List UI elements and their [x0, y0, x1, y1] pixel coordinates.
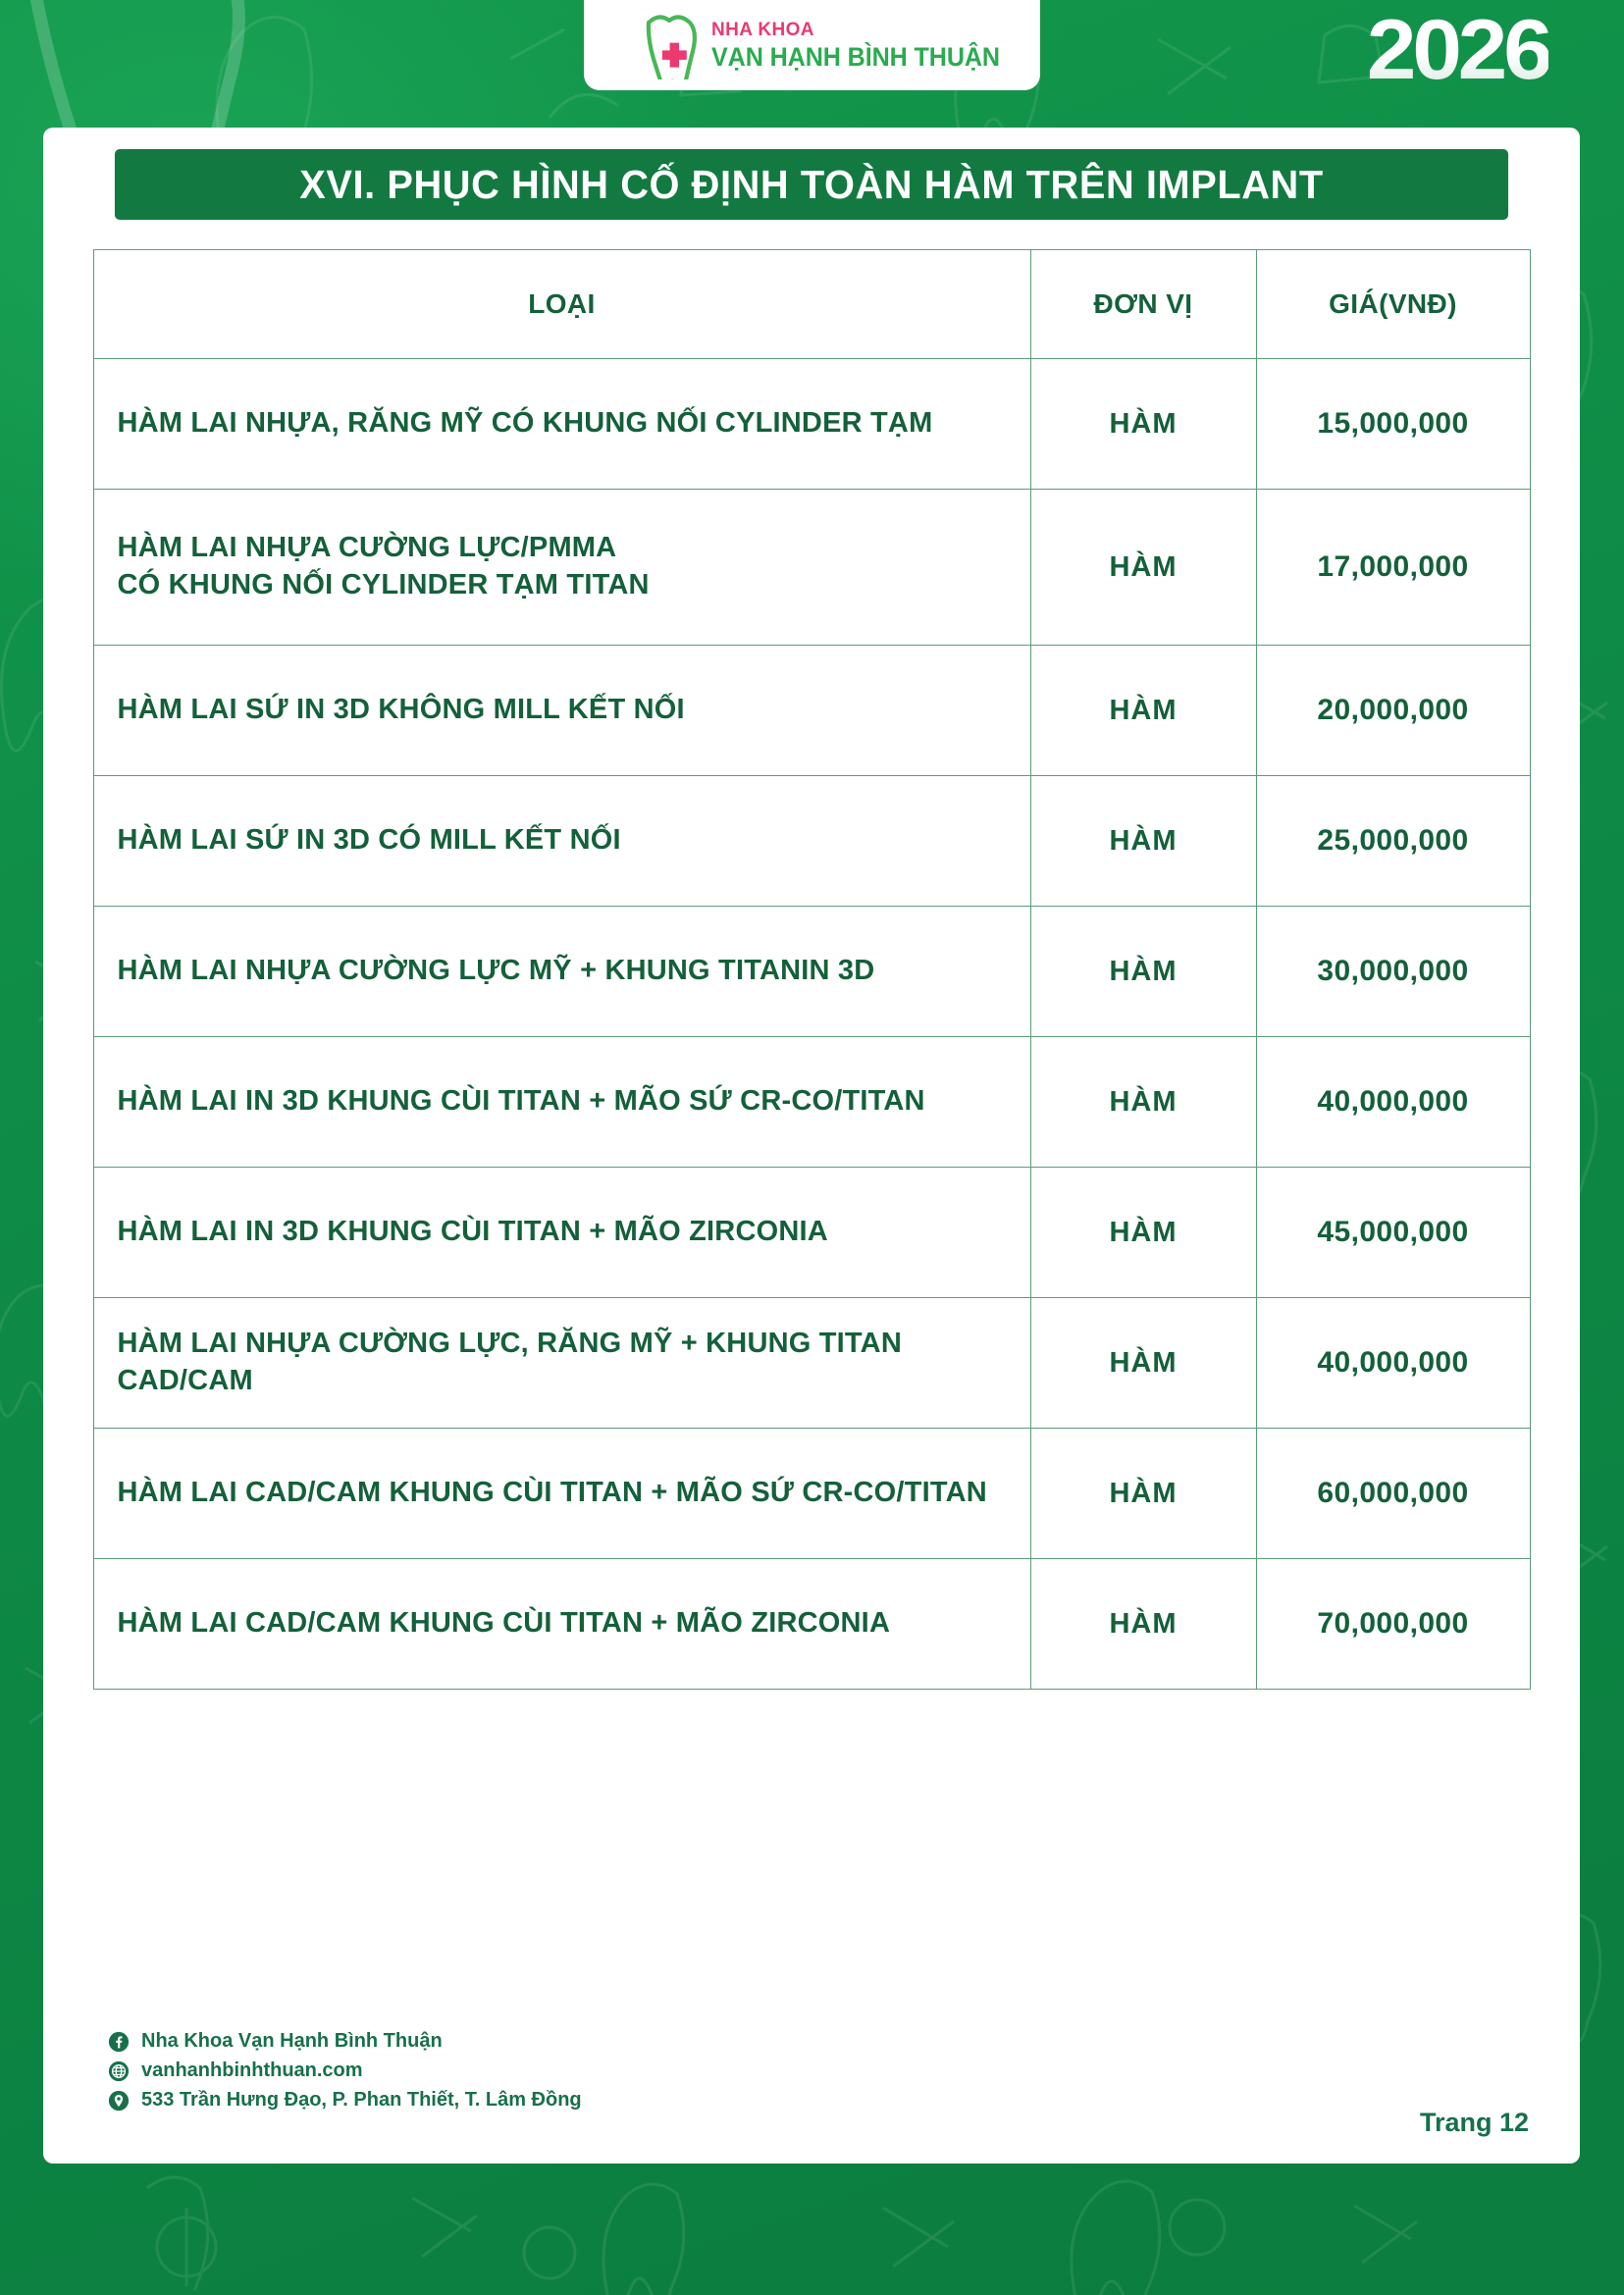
service-name-line-1: HÀM LAI NHỰA, RĂNG MỸ CÓ KHUNG NỐI CYLIN… — [117, 407, 933, 440]
service-unit-cell: HÀM — [1029, 1167, 1257, 1298]
service-name-line-1: HÀM LAI NHỰA CƯỜNG LỰC MỸ + KHUNG TITANI… — [117, 955, 875, 987]
table-row: HÀM LAI CAD/CAM KHUNG CÙI TITAN + MÃO SỨ… — [92, 1428, 1531, 1559]
service-name-line-1: HÀM LAI IN 3D KHUNG CÙI TITAN + MÃO ZIRC… — [117, 1216, 828, 1248]
service-name-line-1: HÀM LAI SỨ IN 3D CÓ MILL KẾT NỐI — [117, 824, 621, 857]
service-name-line-1: HÀM LAI CAD/CAM KHUNG CÙI TITAN + MÃO SỨ… — [117, 1477, 987, 1509]
contact-website[interactable]: vanhanhbinhthuan.com — [108, 2060, 582, 2082]
column-header-price: GIÁ(VNĐ) — [1255, 249, 1531, 359]
service-price-cell: 40,000,000 — [1255, 1036, 1531, 1168]
service-unit-cell: HÀM — [1029, 906, 1257, 1037]
column-header-unit: ĐƠN VỊ — [1029, 249, 1257, 359]
service-price-cell: 60,000,000 — [1255, 1428, 1531, 1559]
table-body: HÀM LAI NHỰA, RĂNG MỸ CÓ KHUNG NỐI CYLIN… — [92, 358, 1531, 1690]
brand-logo-plate: NHA KHOA VẠN HẠNH BÌNH THUẬN — [584, 0, 1040, 93]
page-header: NHA KHOA VẠN HẠNH BÌNH THUẬN 2026 — [0, 0, 1624, 120]
table-row: HÀM LAI NHỰA, RĂNG MỸ CÓ KHUNG NỐI CYLIN… — [92, 358, 1531, 490]
location-pin-icon — [108, 2090, 130, 2111]
tooth-cross-icon — [635, 11, 700, 93]
globe-icon — [108, 2060, 130, 2081]
contact-list: Nha Khoa Vạn Hạnh Bình Thuận vanhanhbinh… — [108, 2030, 582, 2112]
service-price-cell: 45,000,000 — [1255, 1167, 1531, 1298]
service-name-cell: HÀM LAI IN 3D KHUNG CÙI TITAN + MÃO ZIRC… — [92, 1167, 1031, 1298]
service-price-cell: 40,000,000 — [1255, 1297, 1531, 1429]
service-unit-cell: HÀM — [1029, 775, 1257, 907]
service-name-cell: HÀM LAI NHỰA CƯỜNG LỰC/PMMA CÓ KHUNG NỐI… — [92, 489, 1031, 646]
service-name-cell: HÀM LAI SỨ IN 3D CÓ MILL KẾT NỐI — [92, 775, 1031, 907]
service-name-line-1: HÀM LAI NHỰA CƯỜNG LỰC, RĂNG MỸ + KHUNG … — [117, 1328, 902, 1396]
card-footer: Nha Khoa Vạn Hạnh Bình Thuận vanhanhbinh… — [65, 2024, 1558, 2150]
table-row: HÀM LAI SỨ IN 3D CÓ MILL KẾT NỐI HÀM 25,… — [92, 775, 1531, 907]
table-row: HÀM LAI SỨ IN 3D KHÔNG MILL KẾT NỐI HÀM … — [92, 645, 1531, 776]
brand-line-2: VẠN HẠNH BÌNH THUẬN — [711, 41, 1000, 72]
service-price-cell: 70,000,000 — [1255, 1558, 1531, 1690]
service-unit-cell: HÀM — [1029, 645, 1257, 776]
section-title: XVI. PHỤC HÌNH CỐ ĐỊNH TOÀN HÀM TRÊN IMP… — [114, 149, 1509, 220]
service-price-cell: 15,000,000 — [1255, 358, 1531, 490]
facebook-icon — [108, 2031, 130, 2052]
service-price-cell: 25,000,000 — [1255, 775, 1531, 907]
table-row: HÀM LAI IN 3D KHUNG CÙI TITAN + MÃO ZIRC… — [92, 1167, 1531, 1298]
service-name-cell: HÀM LAI CAD/CAM KHUNG CÙI TITAN + MÃO SỨ… — [92, 1428, 1031, 1559]
year-badge: 2026 — [1366, 3, 1552, 97]
contact-website-text: vanhanhbinhthuan.com — [141, 2060, 363, 2081]
service-unit-cell: HÀM — [1029, 1428, 1257, 1559]
service-unit-cell: HÀM — [1029, 1036, 1257, 1168]
column-header-name: LOẠI — [92, 249, 1031, 359]
page-number: Trang 12 — [1419, 2108, 1529, 2137]
service-name-line-1: HÀM LAI CAD/CAM KHUNG CÙI TITAN + MÃO ZI… — [117, 1607, 891, 1640]
table-row: HÀM LAI CAD/CAM KHUNG CÙI TITAN + MÃO ZI… — [92, 1558, 1531, 1690]
service-price-cell: 30,000,000 — [1255, 906, 1531, 1037]
service-unit-cell: HÀM — [1029, 489, 1257, 646]
contact-address-text: 533 Trần Hưng Đạo, P. Phan Thiết, T. Lâm… — [141, 2089, 582, 2111]
service-unit-cell: HÀM — [1029, 358, 1257, 490]
service-name-cell: HÀM LAI IN 3D KHUNG CÙI TITAN + MÃO SỨ C… — [92, 1036, 1031, 1168]
table-row: HÀM LAI NHỰA CƯỜNG LỰC, RĂNG MỸ + KHUNG … — [92, 1297, 1531, 1429]
service-name-cell: HÀM LAI NHỰA CƯỜNG LỰC, RĂNG MỸ + KHUNG … — [92, 1297, 1031, 1429]
table-header-row: LOẠI ĐƠN VỊ GIÁ(VNĐ) — [92, 249, 1531, 359]
table-row: HÀM LAI NHỰA CƯỜNG LỰC/PMMA CÓ KHUNG NỐI… — [92, 489, 1531, 646]
service-unit-cell: HÀM — [1029, 1558, 1257, 1690]
service-name-cell: HÀM LAI NHỰA CƯỜNG LỰC MỸ + KHUNG TITANI… — [92, 906, 1031, 1037]
service-name-cell: HÀM LAI NHỰA, RĂNG MỸ CÓ KHUNG NỐI CYLIN… — [92, 358, 1031, 490]
contact-address[interactable]: 533 Trần Hưng Đạo, P. Phan Thiết, T. Lâm… — [108, 2089, 582, 2112]
service-name-line-1: HÀM LAI SỨ IN 3D KHÔNG MILL KẾT NỐI — [117, 694, 685, 726]
service-name-line-2: CÓ KHUNG NỐI CYLINDER TẠM TITAN — [117, 569, 650, 600]
content-card: XVI. PHỤC HÌNH CỐ ĐỊNH TOÀN HÀM TRÊN IMP… — [43, 128, 1580, 2164]
brand-line-1: NHA KHOA — [711, 19, 814, 40]
contact-facebook[interactable]: Nha Khoa Vạn Hạnh Bình Thuận — [108, 2030, 582, 2053]
table-header: LOẠI ĐƠN VỊ GIÁ(VNĐ) — [92, 249, 1531, 359]
service-unit-cell: HÀM — [1029, 1297, 1257, 1429]
contact-facebook-text: Nha Khoa Vạn Hạnh Bình Thuận — [141, 2030, 443, 2052]
service-price-cell: 20,000,000 — [1255, 645, 1531, 776]
service-name-line-1: HÀM LAI NHỰA CƯỜNG LỰC/PMMA — [117, 532, 617, 564]
service-name-cell: HÀM LAI CAD/CAM KHUNG CÙI TITAN + MÃO ZI… — [92, 1558, 1031, 1690]
service-price-cell: 17,000,000 — [1255, 489, 1531, 646]
table-row: HÀM LAI NHỰA CƯỜNG LỰC MỸ + KHUNG TITANI… — [92, 906, 1531, 1037]
table-row: HÀM LAI IN 3D KHUNG CÙI TITAN + MÃO SỨ C… — [92, 1036, 1531, 1168]
service-name-line-1: HÀM LAI IN 3D KHUNG CÙI TITAN + MÃO SỨ C… — [117, 1085, 925, 1118]
price-table: LOẠI ĐƠN VỊ GIÁ(VNĐ) HÀM LAI NHỰA, RĂNG … — [92, 249, 1531, 1690]
service-name-cell: HÀM LAI SỨ IN 3D KHÔNG MILL KẾT NỐI — [92, 645, 1031, 776]
